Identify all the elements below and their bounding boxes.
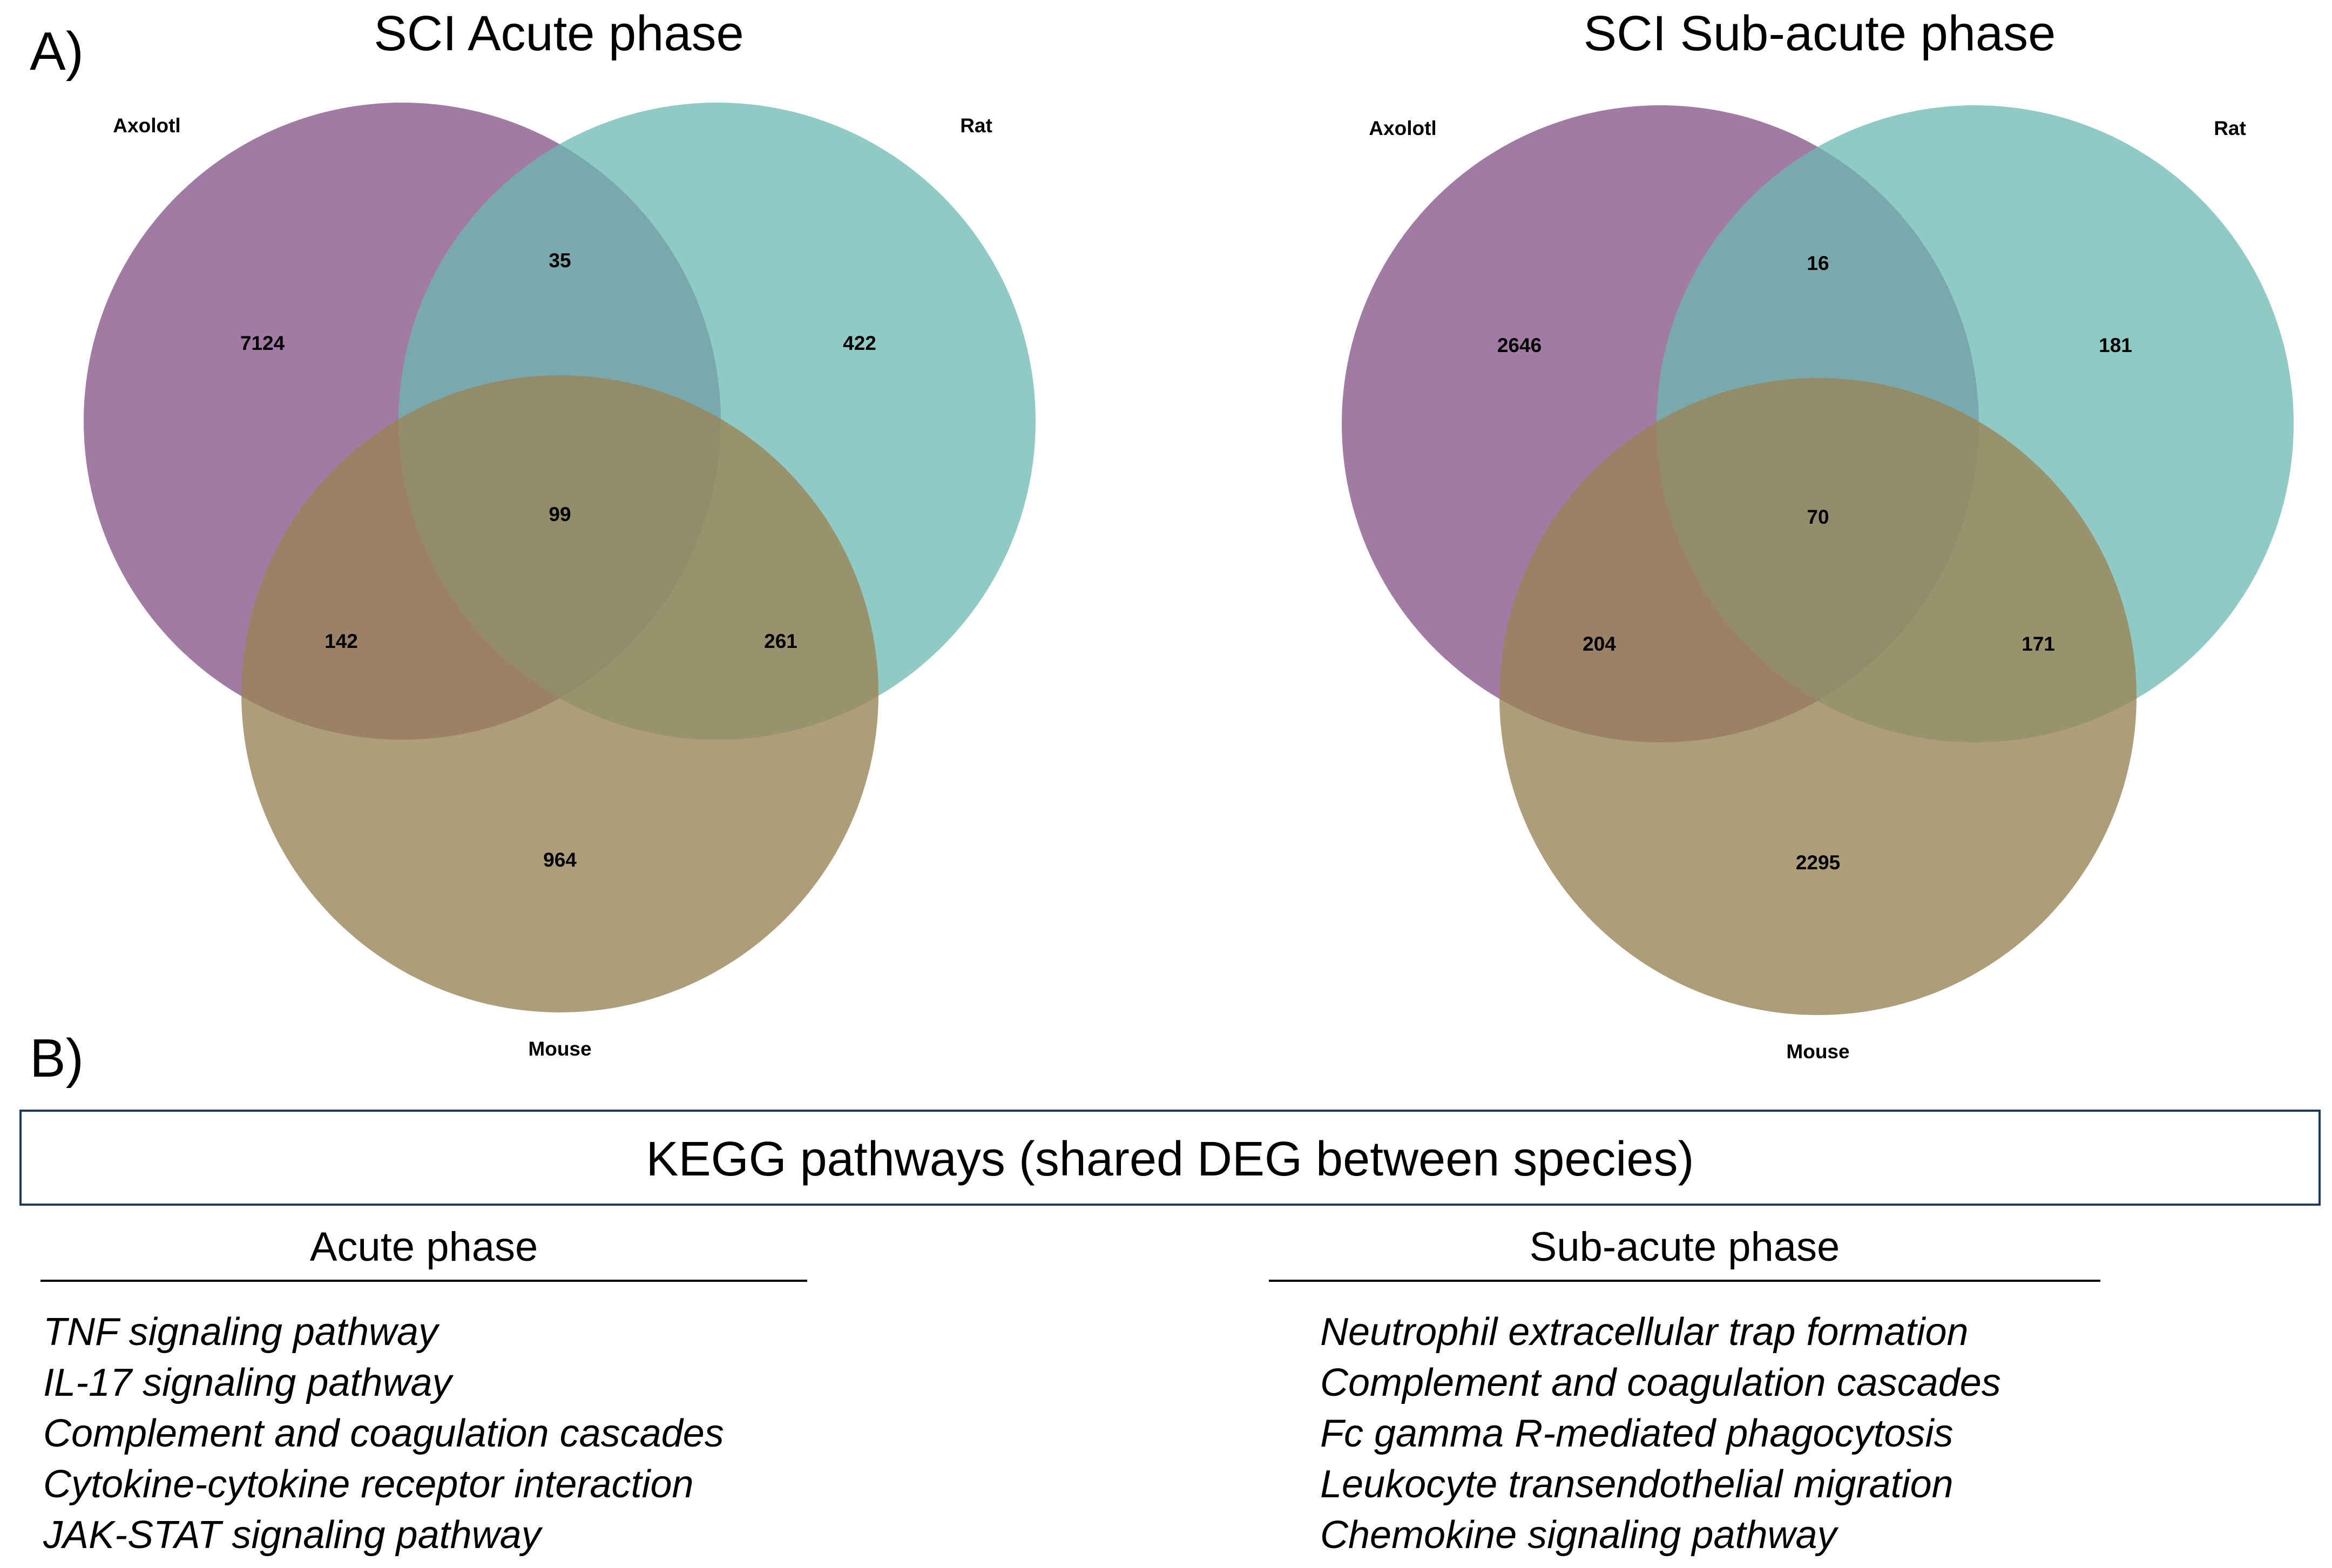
count-axolotl-mouse: 142 [325, 630, 358, 652]
label-axolotl: Axolotl [1369, 117, 1436, 139]
list-item: Chemokine signaling pathway [1320, 1513, 1837, 1557]
count-rat-only: 181 [2099, 334, 2132, 356]
label-mouse: Mouse [1786, 1040, 1849, 1063]
subacute-pathway-list: Neutrophil extracellular trap formation … [1320, 1307, 2001, 1560]
kegg-title: KEGG pathways (shared DEG between specie… [646, 1132, 1694, 1186]
count-all-three: 70 [1807, 506, 1829, 528]
list-item: Complement and coagulation cascades [43, 1412, 724, 1455]
count-all-three: 99 [549, 503, 571, 525]
list-item: JAK-STAT signaling pathway [43, 1513, 541, 1557]
list-item: Leukocyte transendothelial migration [1320, 1463, 1954, 1506]
acute-header-rule [40, 1280, 807, 1282]
panel-b-label: B) [30, 1028, 84, 1089]
label-axolotl: Axolotl [113, 114, 180, 137]
count-mouse-only: 964 [543, 849, 577, 871]
circle-mouse [1499, 378, 2137, 1015]
count-axolotl-only: 7124 [240, 332, 285, 354]
count-axolotl-mouse: 204 [1583, 633, 1616, 655]
venn-subacute: Axolotl Rat Mouse 2646 16 181 70 204 171… [1342, 105, 2294, 1063]
list-item: Fc gamma R-mediated phagocytosis [1320, 1412, 1954, 1455]
panel-a-label: A) [30, 21, 84, 82]
count-mouse-only: 2295 [1796, 851, 1840, 874]
label-rat: Rat [960, 114, 992, 137]
count-rat-mouse: 171 [2022, 633, 2055, 655]
count-axolotl-rat: 16 [1807, 252, 1829, 274]
count-rat-only: 422 [843, 332, 876, 354]
label-mouse: Mouse [528, 1038, 591, 1060]
acute-pathway-list: TNF signaling pathway IL-17 signaling pa… [43, 1307, 724, 1560]
venn-acute: Axolotl Rat Mouse 7124 35 422 99 142 261… [84, 103, 1036, 1060]
list-item: Neutrophil extracellular trap formation [1320, 1310, 1969, 1354]
box-top-border [22, 1110, 2319, 1112]
acute-header: Acute phase [309, 1224, 538, 1270]
venn-title-subacute: SCI Sub-acute phase [1583, 6, 2056, 61]
subacute-header-rule [1269, 1280, 2100, 1282]
count-axolotl-rat: 35 [549, 249, 571, 272]
kegg-title-box: KEGG pathways (shared DEG between specie… [19, 1110, 2321, 1206]
list-item: IL-17 signaling pathway [43, 1361, 452, 1404]
circle-mouse [241, 375, 878, 1012]
list-item: Complement and coagulation cascades [1320, 1361, 2001, 1404]
list-item: Cytokine-cytokine receptor interaction [43, 1463, 694, 1506]
venn-title-acute: SCI Acute phase [374, 6, 744, 61]
box-bottom-border [22, 1204, 2319, 1206]
count-rat-mouse: 261 [764, 630, 797, 652]
label-rat: Rat [2214, 117, 2246, 139]
list-item: TNF signaling pathway [43, 1310, 438, 1354]
subacute-header: Sub-acute phase [1529, 1224, 1840, 1270]
count-axolotl-only: 2646 [1497, 334, 1542, 356]
